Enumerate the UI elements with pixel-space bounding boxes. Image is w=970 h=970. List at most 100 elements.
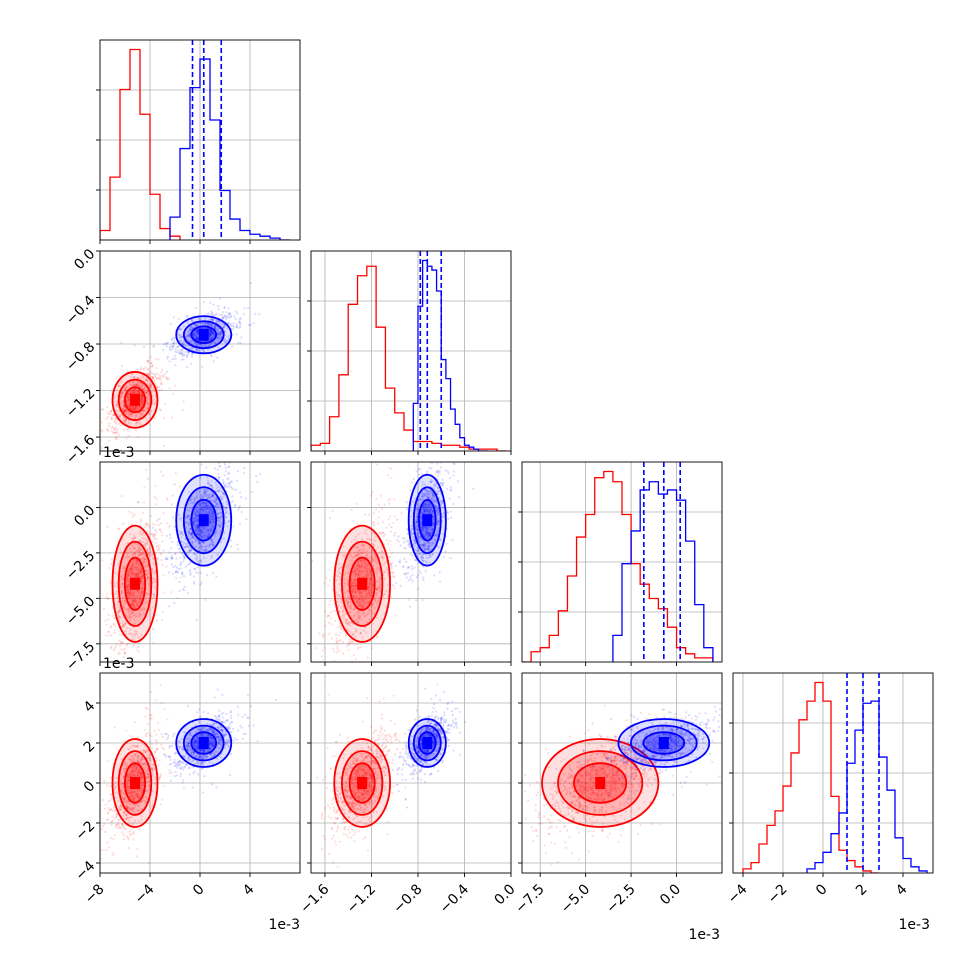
scatter-point [171, 344, 174, 348]
scatter-point [197, 527, 200, 530]
scatter-point [334, 633, 338, 636]
scatter-point [140, 590, 143, 594]
scatter-point [175, 576, 178, 580]
scatter-point [174, 570, 178, 574]
scatter-point [186, 563, 190, 566]
scatter-point [123, 606, 126, 609]
scatter-point [133, 618, 136, 621]
scatter-point [200, 345, 203, 348]
scatter-point [127, 584, 130, 587]
scatter-point [322, 634, 325, 637]
scatter-point [142, 408, 145, 412]
scatter-point [216, 327, 219, 330]
scatter-point [155, 367, 158, 370]
scatter-point [193, 342, 196, 345]
scatter-point [118, 548, 122, 551]
scatter-point [127, 573, 130, 576]
scatter-point [133, 599, 136, 603]
scatter-point [195, 337, 198, 341]
scatter-point [154, 382, 157, 385]
scatter-point [108, 567, 111, 570]
scatter-point [195, 337, 198, 340]
scatter-point [137, 568, 140, 571]
scatter-point [203, 349, 206, 352]
scatter-point [218, 313, 221, 316]
scatter-point [125, 580, 128, 583]
scatter-point [126, 616, 129, 619]
scatter-point [187, 514, 190, 517]
scatter-point [133, 547, 136, 550]
scatter-point [154, 400, 158, 403]
scatter-point [154, 374, 157, 377]
scatter-point [139, 530, 142, 533]
scatter-point [202, 541, 205, 544]
scatter-point [248, 458, 250, 460]
scatter-point [109, 409, 112, 413]
scatter-point [134, 406, 137, 409]
scatter-point [117, 686, 119, 688]
scatter-point [258, 473, 261, 476]
scatter-point [323, 624, 326, 627]
scatter-point [160, 553, 163, 556]
scatter-point [148, 546, 151, 550]
scatter-point [133, 391, 136, 395]
scatter-point [197, 530, 200, 533]
scatter-point [207, 505, 210, 508]
scatter-point [211, 330, 215, 333]
scatter-point [251, 491, 254, 494]
scatter-point [129, 413, 132, 416]
scatter-point [196, 349, 199, 352]
scatter-point [222, 481, 225, 484]
scatter-point [239, 495, 243, 499]
scatter-point [141, 397, 144, 400]
scatter-point [171, 346, 174, 349]
scatter-point [209, 511, 212, 515]
scatter-point [158, 389, 161, 392]
scatter-point [211, 311, 214, 315]
scatter-point [135, 422, 138, 425]
scatter-point [221, 498, 224, 501]
scatter-point [135, 409, 138, 412]
scatter-point [228, 465, 231, 468]
scatter-point [449, 510, 452, 513]
scatter-point [151, 372, 154, 376]
scatter-point [141, 531, 145, 534]
scatter-point [128, 574, 131, 577]
scatter-point [121, 407, 125, 411]
scatter-point [142, 552, 145, 555]
scatter-point [180, 540, 183, 543]
scatter-point [197, 534, 200, 537]
scatter-point [136, 377, 139, 380]
scatter-point [381, 531, 384, 535]
scatter-point [115, 435, 118, 439]
histogram-blue [169, 58, 290, 240]
scatter-point [146, 576, 149, 580]
scatter-point [332, 737, 334, 739]
scatter-point [179, 485, 182, 488]
scatter-point [128, 405, 131, 408]
scatter-point [132, 594, 135, 598]
scatter-point [136, 384, 139, 387]
scatter-point [142, 409, 145, 412]
scatter-point [115, 422, 118, 425]
scatter-point [389, 498, 392, 501]
scatter-point [181, 552, 184, 555]
scatter-point [152, 580, 155, 583]
scatter-point [143, 607, 146, 610]
scatter-point [217, 333, 220, 336]
scatter-point [159, 470, 162, 473]
scatter-point [132, 597, 135, 600]
scatter-point [135, 559, 138, 562]
scatter-point [224, 521, 227, 525]
scatter-point [129, 616, 132, 619]
scatter-point [208, 512, 211, 515]
scatter-point [375, 463, 378, 466]
scatter-point [117, 527, 120, 530]
scatter-point [193, 567, 197, 570]
scatter-point [204, 340, 208, 343]
scatter-point [118, 616, 121, 619]
scatter-point [147, 382, 150, 385]
scatter-point [105, 634, 108, 637]
scatter-point [192, 522, 195, 526]
scatter-point [121, 590, 124, 593]
